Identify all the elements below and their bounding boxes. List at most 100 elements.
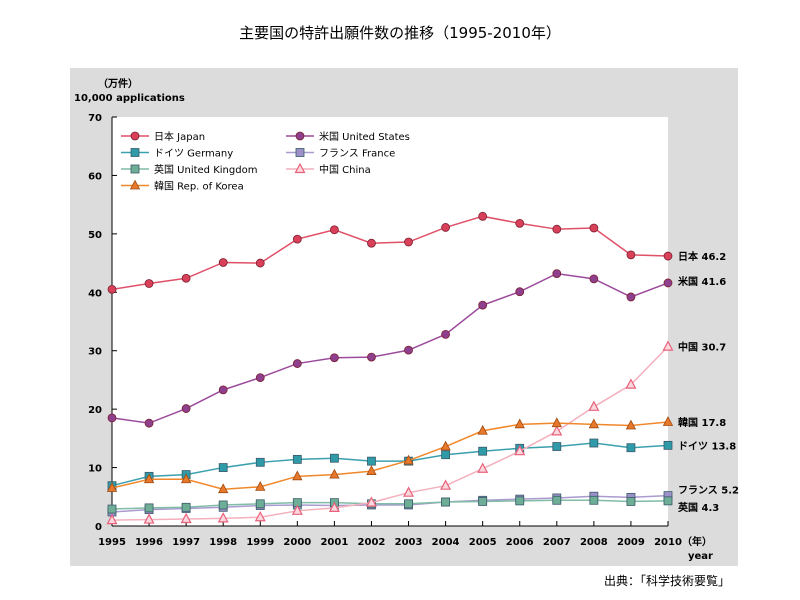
data-point xyxy=(478,211,488,221)
legend-label: 日本 Japan xyxy=(154,130,205,143)
data-point xyxy=(329,468,340,479)
data-point xyxy=(588,400,600,411)
data-point xyxy=(551,425,563,436)
y-tick-label: 50 xyxy=(88,230,102,241)
legend-marker xyxy=(294,162,306,174)
data-point xyxy=(255,457,265,467)
x-tick-label: 2000 xyxy=(283,537,311,548)
data-point xyxy=(255,373,265,382)
data-point xyxy=(144,418,154,428)
x-tick-label: 2004 xyxy=(432,537,460,548)
y-tick-label: 0 xyxy=(95,522,102,533)
data-point xyxy=(515,496,525,506)
data-point xyxy=(478,300,488,310)
data-point xyxy=(477,462,489,473)
y-tick-label: 10 xyxy=(88,464,102,475)
data-point xyxy=(144,503,154,513)
series-line xyxy=(111,346,669,521)
data-point xyxy=(552,495,562,505)
data-point xyxy=(514,418,525,429)
data-point xyxy=(663,278,673,288)
data-point xyxy=(551,417,562,428)
data-point xyxy=(181,502,191,512)
legend-label: 米国 United States xyxy=(319,130,410,143)
data-point xyxy=(292,359,302,368)
data-point xyxy=(218,258,228,267)
x-tick-label: 1996 xyxy=(135,537,163,548)
series-end-label: 韓国 17.8 xyxy=(678,416,726,429)
series-line xyxy=(111,494,669,513)
data-point xyxy=(328,501,340,512)
data-point xyxy=(626,443,636,453)
x-tick-label: 2008 xyxy=(580,537,608,548)
x-tick-label: 2010 xyxy=(654,537,682,548)
legend-marker xyxy=(130,148,140,157)
data-point xyxy=(181,273,191,283)
x-tick-label: 2003 xyxy=(395,537,423,548)
data-point xyxy=(552,442,562,451)
legend-label: フランス France xyxy=(319,148,395,160)
data-point xyxy=(366,465,377,475)
series-end-label: 日本 46.2 xyxy=(678,250,726,263)
series-end-label: 米国 41.6 xyxy=(678,275,726,288)
data-point xyxy=(329,225,339,235)
data-point xyxy=(217,512,229,523)
data-point xyxy=(144,279,154,288)
data-point xyxy=(218,385,228,395)
series-line xyxy=(111,272,669,424)
data-point xyxy=(292,234,302,244)
data-point xyxy=(255,258,265,268)
data-point xyxy=(626,250,636,260)
data-point xyxy=(180,512,192,524)
data-point xyxy=(588,418,600,429)
legend-label: ドイツ Germany xyxy=(154,149,233,160)
y-tick-label: 30 xyxy=(88,347,102,358)
data-point xyxy=(254,510,266,522)
data-point xyxy=(441,223,451,232)
series-line xyxy=(111,442,669,487)
data-point xyxy=(143,473,155,484)
data-point xyxy=(255,499,265,509)
y-axis-label-jp: （万件） xyxy=(98,77,138,90)
data-point xyxy=(515,218,525,228)
series-line xyxy=(111,421,669,490)
data-point xyxy=(292,470,303,481)
y-axis-label: 10,000 applications xyxy=(74,93,185,104)
legend-marker xyxy=(130,131,140,141)
data-point xyxy=(663,440,673,450)
data-point xyxy=(218,483,229,494)
chart-title: 主要国の特許出願件数の推移（1995-2010年） xyxy=(239,24,561,42)
source-note: 出典：「科学技術要覧」 xyxy=(603,574,730,588)
data-point xyxy=(107,413,117,423)
legend-label: 韓国 Rep. of Korea xyxy=(154,181,244,193)
data-point xyxy=(552,269,562,278)
data-point xyxy=(589,438,599,448)
legend-marker xyxy=(129,179,141,190)
data-point xyxy=(180,473,192,484)
data-point xyxy=(589,495,599,505)
x-tick-label: 2005 xyxy=(469,537,497,548)
data-point xyxy=(441,450,451,460)
data-point xyxy=(440,440,451,451)
data-point xyxy=(329,353,339,363)
legend-label: 英国 United Kingdom xyxy=(154,163,257,176)
data-point xyxy=(255,480,266,491)
x-axis-label-jp: （年） xyxy=(682,535,712,548)
series-end-label: ドイツ 13.8 xyxy=(678,440,736,452)
data-point xyxy=(291,504,303,515)
data-point xyxy=(478,446,488,456)
x-tick-label: 2002 xyxy=(358,537,386,548)
y-tick-label: 20 xyxy=(88,405,102,416)
y-tick-label: 70 xyxy=(88,113,102,124)
data-point xyxy=(367,238,376,248)
y-tick-label: 40 xyxy=(88,288,102,299)
data-point xyxy=(367,456,376,466)
data-point xyxy=(589,274,599,284)
legend-marker xyxy=(130,164,140,174)
data-point xyxy=(403,486,415,497)
plot-area xyxy=(112,117,668,526)
data-point xyxy=(626,292,636,302)
data-point xyxy=(106,482,118,492)
data-point xyxy=(515,287,525,297)
data-point xyxy=(107,284,117,294)
